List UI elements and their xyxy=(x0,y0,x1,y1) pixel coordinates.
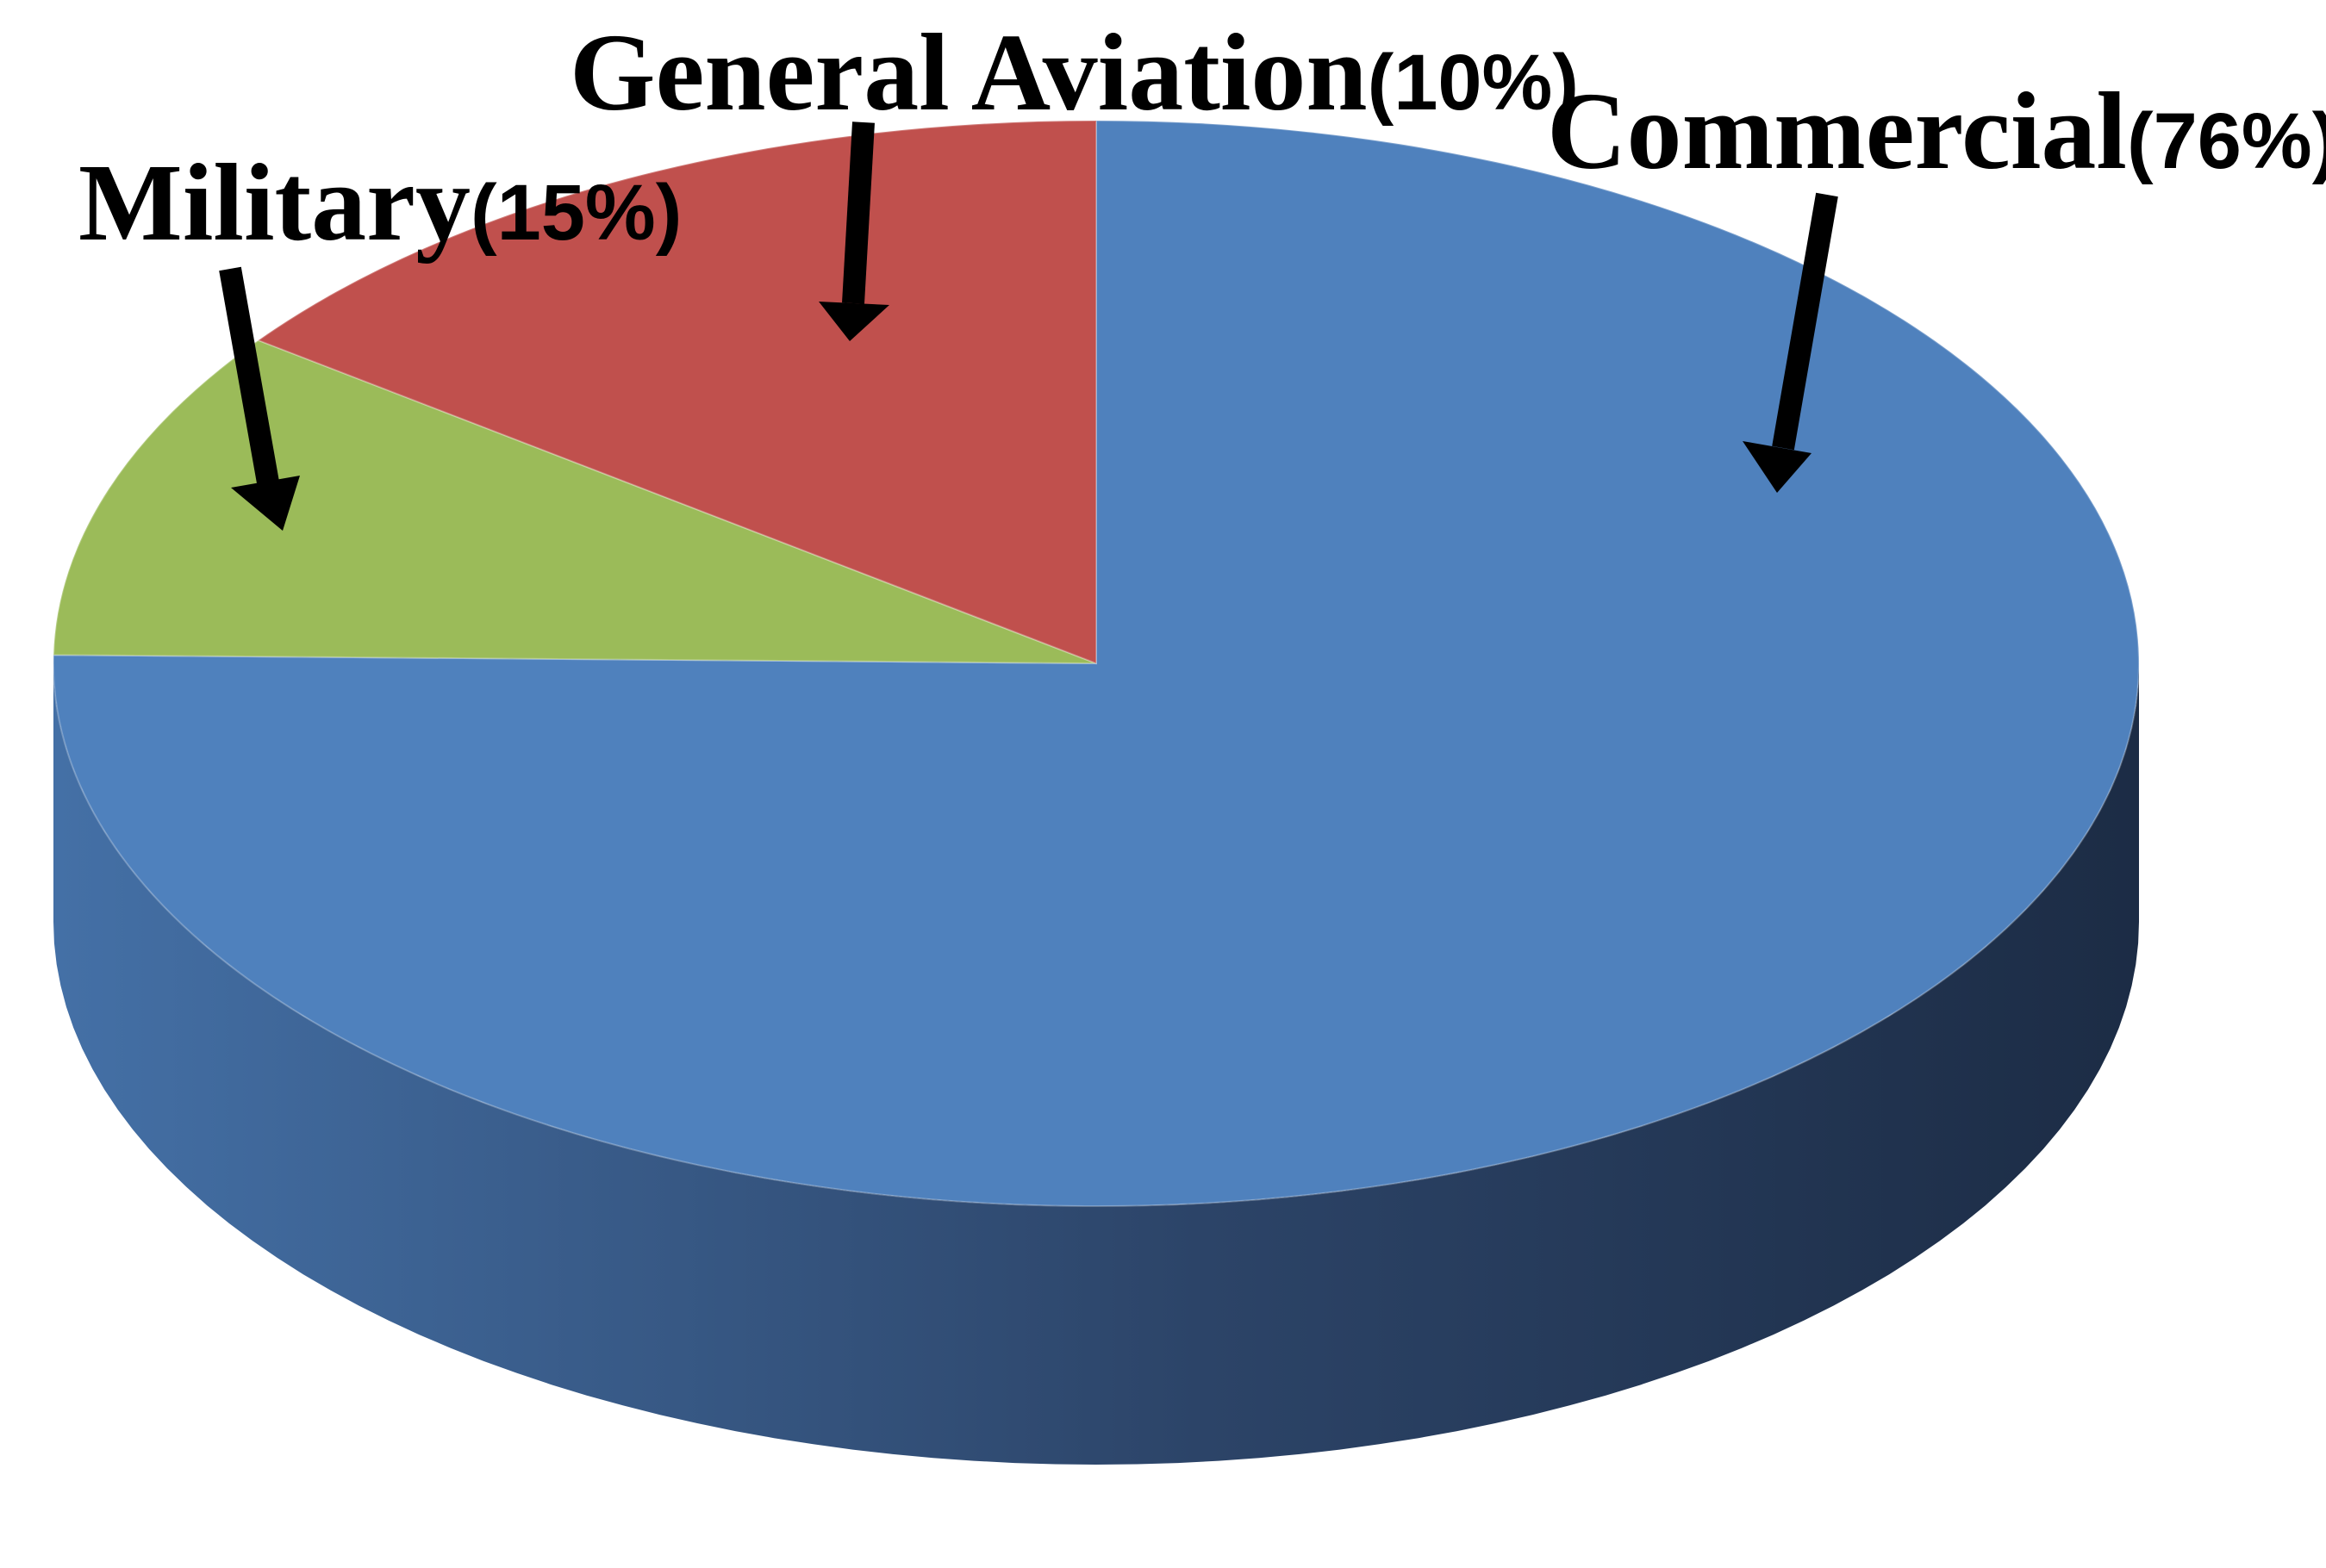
pie-tops xyxy=(52,119,2140,1207)
pie-side-commercial xyxy=(53,663,2139,1465)
arrow-commercial xyxy=(1743,192,1838,493)
pie-slice-general-aviation xyxy=(53,339,1097,664)
slice-label-general-aviation: General Aviation(10%) xyxy=(570,11,1579,134)
arrow-military xyxy=(219,266,300,531)
pie-sides xyxy=(53,663,2139,1465)
slice-label-military-name: Military xyxy=(78,141,471,264)
pie-slice-military xyxy=(256,119,1097,665)
slice-label-military: Military(15%) xyxy=(78,141,682,264)
slice-label-commercial-value: (76%) xyxy=(2127,97,2326,185)
slice-label-military-value: (15%) xyxy=(471,169,682,257)
slice-label-general-aviation-value: (10%) xyxy=(1368,39,1579,127)
slice-label-commercial-name: Commercial xyxy=(1547,70,2127,192)
arrow-general-aviation xyxy=(819,121,889,341)
slice-label-commercial: Commercial(76%) xyxy=(1547,70,2326,192)
slice-label-general-aviation-name: General Aviation xyxy=(570,11,1368,134)
